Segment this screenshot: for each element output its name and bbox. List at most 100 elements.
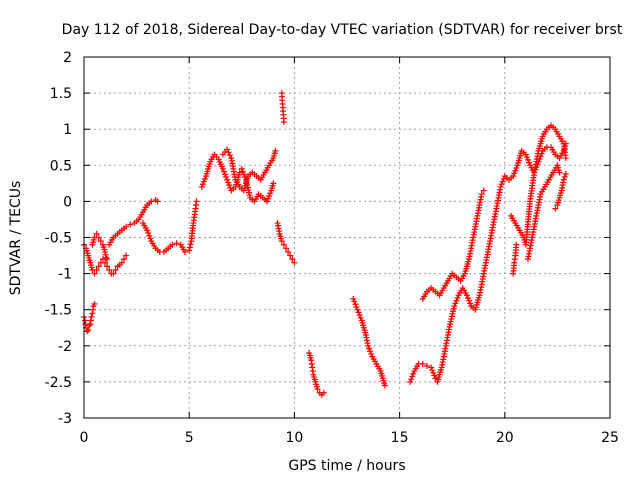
- data-point: [497, 183, 504, 190]
- data-point: [453, 297, 460, 304]
- data-point: [236, 169, 243, 176]
- data-point: [452, 300, 459, 307]
- data-point: [524, 156, 531, 163]
- data-point: [282, 245, 289, 252]
- data-point: [91, 300, 98, 307]
- data-point: [525, 159, 532, 166]
- data-point: [123, 252, 130, 259]
- data-point: [102, 259, 109, 266]
- data-point: [240, 171, 247, 178]
- y-tick-label: 0: [63, 194, 72, 210]
- data-point: [381, 382, 388, 389]
- data-point: [410, 370, 417, 377]
- data-point: [199, 181, 206, 188]
- data-point: [265, 195, 272, 202]
- data-point: [270, 180, 277, 187]
- data-point: [357, 314, 364, 321]
- y-tick-label: 0.5: [50, 158, 72, 174]
- data-point: [93, 230, 100, 237]
- data-point: [556, 169, 563, 176]
- data-point: [106, 266, 113, 273]
- data-point: [144, 227, 151, 234]
- x-tick-label: 5: [185, 430, 194, 446]
- data-point: [354, 306, 361, 313]
- data-point: [186, 247, 193, 254]
- data-point: [464, 294, 471, 301]
- data-point: [289, 256, 296, 263]
- data-point: [355, 309, 362, 316]
- data-point: [118, 259, 125, 266]
- data-point: [432, 375, 439, 382]
- data-points: [81, 90, 569, 398]
- data-point: [350, 295, 357, 302]
- data-point: [187, 241, 194, 248]
- x-tick-labels: 0 5 10 15 20 25: [80, 430, 619, 446]
- x-tick-label: 10: [285, 430, 303, 446]
- data-point: [366, 345, 373, 352]
- data-point: [238, 165, 245, 172]
- data-point: [85, 326, 92, 333]
- data-point: [522, 151, 529, 158]
- data-point: [352, 301, 359, 308]
- data-point: [225, 179, 232, 186]
- x-tick-label: 25: [601, 430, 619, 446]
- x-axis-title: GPS time / hours: [288, 458, 405, 474]
- chart-title: Day 112 of 2018, Sidereal Day-to-day VTE…: [62, 22, 623, 38]
- data-point: [97, 238, 104, 245]
- data-point: [419, 360, 426, 367]
- data-point: [428, 364, 435, 371]
- data-point: [91, 270, 98, 277]
- data-point: [314, 386, 321, 393]
- y-tick-label: -0.5: [45, 231, 72, 247]
- data-point: [513, 241, 520, 248]
- data-point: [198, 183, 205, 190]
- data-point: [278, 238, 285, 245]
- data-point: [320, 389, 327, 396]
- data-point: [93, 266, 100, 273]
- data-point: [127, 221, 134, 228]
- data-point: [200, 178, 207, 185]
- data-point: [95, 234, 102, 241]
- data-point: [512, 167, 519, 174]
- data-point: [226, 152, 233, 159]
- data-point: [280, 241, 287, 248]
- data-point: [552, 205, 559, 212]
- data-point: [120, 256, 127, 263]
- data-point: [193, 198, 200, 205]
- data-point: [291, 259, 298, 266]
- data-point: [226, 182, 233, 189]
- data-point: [353, 303, 360, 310]
- grid-lines: [84, 57, 610, 418]
- data-point: [239, 168, 246, 175]
- y-tick-label: 1: [63, 122, 72, 138]
- data-point: [430, 369, 437, 376]
- data-point: [104, 263, 111, 270]
- data-point: [285, 248, 292, 255]
- data-point: [365, 342, 372, 349]
- data-point: [145, 229, 152, 236]
- data-point: [186, 244, 193, 251]
- data-point: [123, 223, 130, 230]
- data-point: [201, 175, 208, 182]
- data-point: [95, 263, 102, 270]
- data-point: [227, 184, 234, 191]
- y-axis-title: SDTVAR / TECUs: [8, 181, 24, 296]
- data-point: [104, 256, 111, 263]
- data-point: [510, 173, 517, 180]
- data-point: [480, 187, 487, 194]
- data-point: [356, 312, 363, 319]
- data-point: [431, 372, 438, 379]
- data-point: [500, 175, 507, 182]
- data-point: [423, 363, 430, 370]
- data-point: [408, 376, 415, 383]
- data-point: [407, 378, 414, 385]
- data-point: [169, 241, 176, 248]
- data-point: [146, 232, 153, 239]
- data-point: [112, 266, 119, 273]
- data-point: [110, 270, 117, 277]
- data-point: [287, 252, 294, 259]
- data-point: [103, 254, 110, 261]
- data-point: [351, 298, 358, 305]
- data-point: [451, 303, 458, 310]
